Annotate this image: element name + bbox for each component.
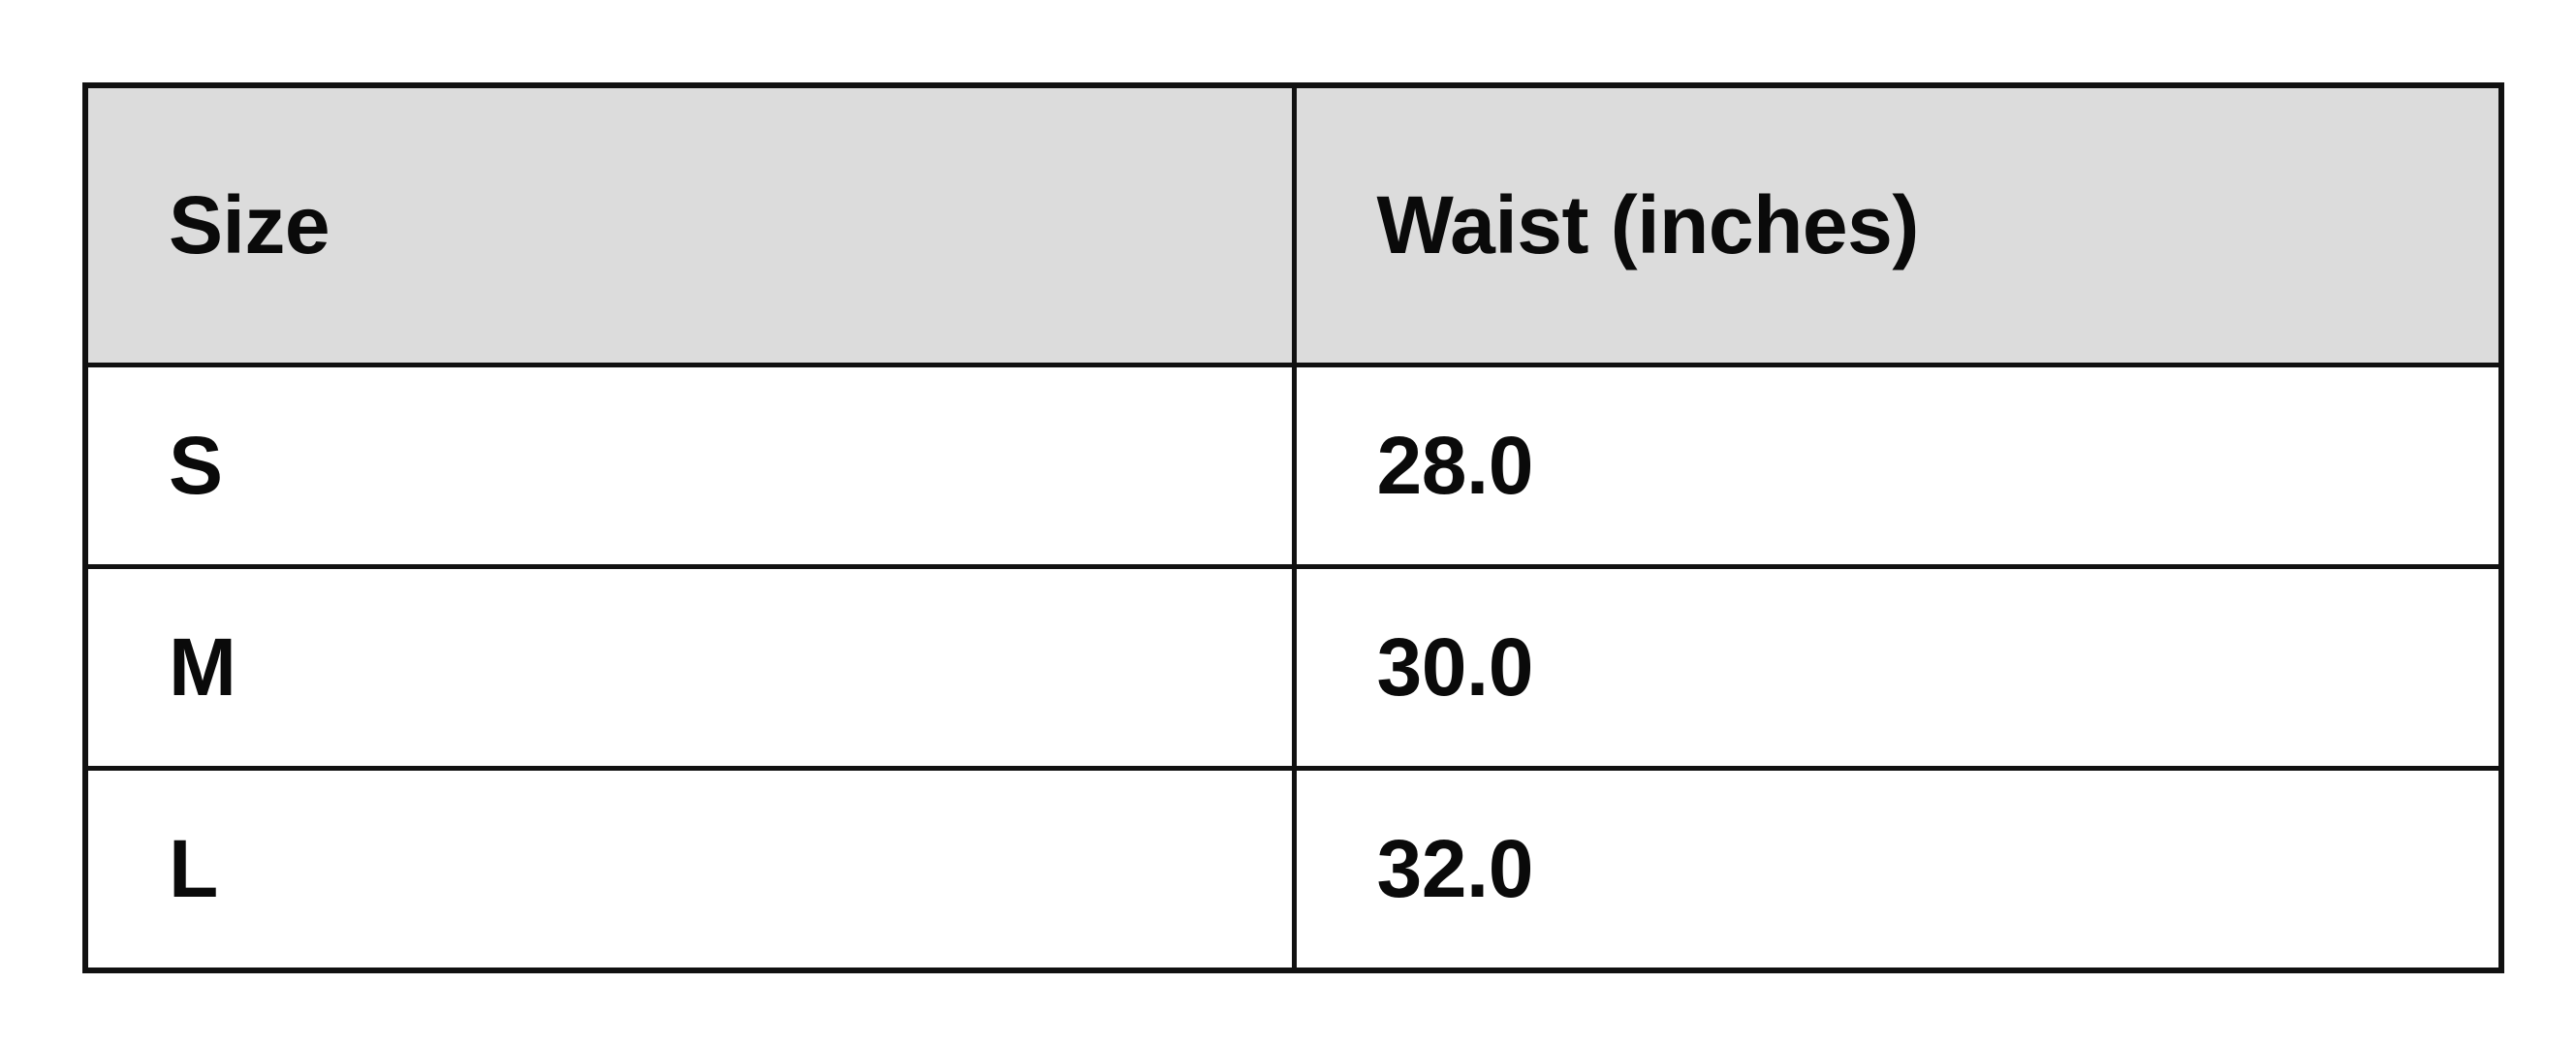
- cell-waist-value: 30.0: [1376, 621, 1534, 714]
- table-row: L 32.0: [85, 768, 2501, 970]
- table-header: Size Waist (inches): [85, 85, 2501, 367]
- column-header-size-label: Size: [169, 179, 330, 271]
- cell-size-value: L: [169, 823, 218, 915]
- table-header-row: Size Waist (inches): [85, 85, 2501, 367]
- cell-waist: 28.0: [1294, 365, 2501, 569]
- table-body: S 28.0 M 30.0 L: [85, 365, 2501, 970]
- table-row: M 30.0: [85, 566, 2501, 771]
- cell-size: L: [85, 768, 1297, 970]
- column-header-size: Size: [85, 85, 1297, 367]
- size-chart-table-container: Size Waist (inches) S 28.0: [82, 82, 2504, 973]
- column-header-waist: Waist (inches): [1294, 85, 2501, 367]
- cell-size-value: M: [169, 621, 236, 714]
- cell-waist: 32.0: [1294, 768, 2501, 970]
- cell-size: S: [85, 365, 1297, 569]
- cell-waist-value: 28.0: [1376, 420, 1534, 512]
- cell-size: M: [85, 566, 1297, 771]
- table-row: S 28.0: [85, 365, 2501, 569]
- size-chart-table: Size Waist (inches) S 28.0: [82, 82, 2504, 973]
- cell-waist: 30.0: [1294, 566, 2501, 771]
- cell-size-value: S: [169, 420, 223, 512]
- column-header-waist-label: Waist (inches): [1376, 179, 1920, 271]
- cell-waist-value: 32.0: [1376, 823, 1534, 915]
